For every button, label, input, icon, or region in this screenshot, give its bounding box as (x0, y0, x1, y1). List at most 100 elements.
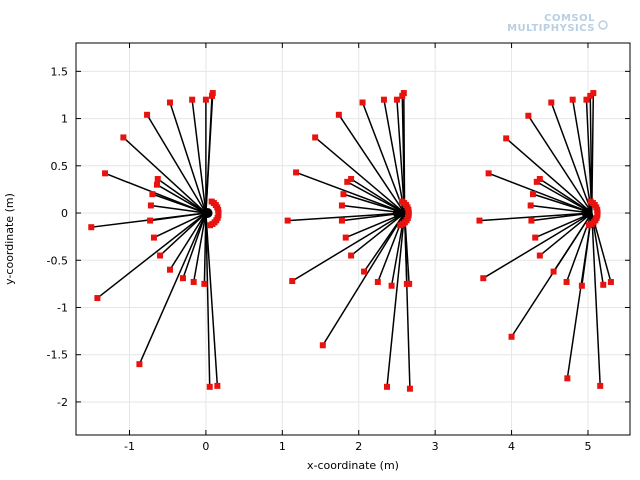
grid (76, 43, 630, 435)
endpoint-marker (348, 176, 355, 183)
trajectory-line (159, 212, 207, 257)
trajectory-line (169, 212, 207, 271)
trajectory-line (571, 99, 593, 214)
endpoint-marker (563, 278, 570, 285)
endpoint-marker (480, 275, 487, 282)
hub-marker (208, 198, 215, 205)
trajectory-line (291, 212, 405, 282)
trajectory-line (403, 93, 406, 214)
endpoint-marker (361, 268, 368, 275)
trajectory-line (314, 136, 406, 214)
x-tick-label: 4 (508, 440, 515, 453)
endpoint-marker (149, 191, 156, 198)
trajectory-line (488, 172, 593, 214)
endpoint-marker (189, 96, 196, 103)
trajectory-line (482, 212, 593, 279)
endpoint-marker (406, 385, 413, 392)
trajectory-line (505, 137, 593, 214)
endpoint-marker (406, 280, 413, 287)
trajectory-line (539, 212, 593, 257)
hub-cluster (581, 198, 601, 229)
logo-mark-icon (598, 20, 608, 30)
endpoint-marker (597, 382, 604, 389)
trajectory-line (345, 212, 405, 239)
x-tick-label: 0 (202, 440, 209, 453)
endpoint-marker (102, 170, 109, 177)
trajectory-line (96, 212, 207, 299)
trajectory-line (479, 212, 592, 222)
endpoint-marker (527, 202, 534, 209)
endpoint-marker (209, 90, 216, 97)
y-tick-label: 1 (61, 113, 68, 126)
endpoint-marker (179, 275, 186, 282)
endpoint-marker (529, 191, 536, 198)
y-tick-label: 0 (61, 207, 68, 220)
endpoint-marker (214, 382, 221, 389)
endpoint-marker (578, 282, 585, 289)
trajectory-line (150, 204, 207, 214)
trajectory-line (591, 93, 595, 214)
y-tick-label: 0.5 (51, 160, 69, 173)
endpoint-marker (348, 252, 355, 259)
trajectory-line (295, 171, 405, 214)
endpoint-marker (548, 99, 555, 106)
endpoint-marker (600, 281, 607, 288)
endpoint-marker (503, 135, 510, 142)
endpoint-marker (153, 181, 160, 188)
endpoint-marker (525, 112, 532, 119)
endpoint-marker (342, 234, 349, 241)
endpoint-marker (340, 191, 347, 198)
endpoint-marker (536, 252, 543, 259)
trajectory-line (550, 102, 593, 214)
endpoint-marker (206, 383, 213, 390)
endpoint-marker (166, 99, 173, 106)
trajectory-line (350, 178, 405, 214)
trajectory-line (146, 114, 207, 214)
y-tick-label: -1 (57, 301, 68, 314)
trajectory-line (386, 212, 406, 387)
hub-marker (398, 198, 405, 205)
endpoint-marker (147, 217, 154, 224)
y-tick-label: -2 (57, 396, 68, 409)
trajectory-line (122, 136, 207, 214)
endpoint-marker (532, 234, 539, 241)
trajectory-line (361, 102, 406, 214)
endpoint-marker (312, 134, 319, 141)
endpoint-marker (293, 169, 300, 176)
endpoint-marker (528, 217, 535, 224)
endpoint-marker (590, 90, 597, 97)
x-tick-label: -1 (124, 440, 135, 453)
endpoint-marker (564, 375, 571, 382)
trajectory-line (205, 93, 214, 214)
trajectory-line (383, 99, 406, 214)
endpoint-marker (485, 170, 492, 177)
hub-marker (587, 198, 594, 205)
endpoint-marker (94, 295, 101, 302)
hub-core (392, 208, 403, 219)
trajectory-line (138, 212, 207, 365)
ticks: -1 0 1 2 3 4 5 -2 -1.5 -1 -0.5 0 0.5 1 1.5 (47, 43, 630, 453)
hub-core (202, 208, 213, 219)
hub-cluster (392, 198, 412, 229)
trajectory-line (552, 212, 593, 272)
endpoint-marker (147, 202, 154, 209)
endpoint-marker (400, 90, 407, 97)
logo-line2: MULTIPHYSICS (507, 23, 595, 34)
trajectory-line (322, 212, 406, 346)
trajectory-line (530, 204, 592, 214)
endpoint-marker (393, 96, 400, 103)
endpoint-marker (157, 252, 164, 259)
endpoint-marker (374, 278, 381, 285)
logo: COMSOL MULTIPHYSICS (507, 13, 608, 34)
endpoint-marker (136, 361, 143, 368)
endpoint-marker (120, 134, 127, 141)
trajectory-line (191, 99, 207, 214)
trajectory-line (591, 212, 601, 386)
y-axis-label: y-coordinate (m) (3, 193, 16, 285)
trajectory-group (88, 90, 221, 390)
endpoint-marker (144, 111, 151, 118)
endpoint-marker (359, 99, 366, 106)
trajectory-line (532, 193, 593, 214)
hub-core (581, 208, 592, 219)
